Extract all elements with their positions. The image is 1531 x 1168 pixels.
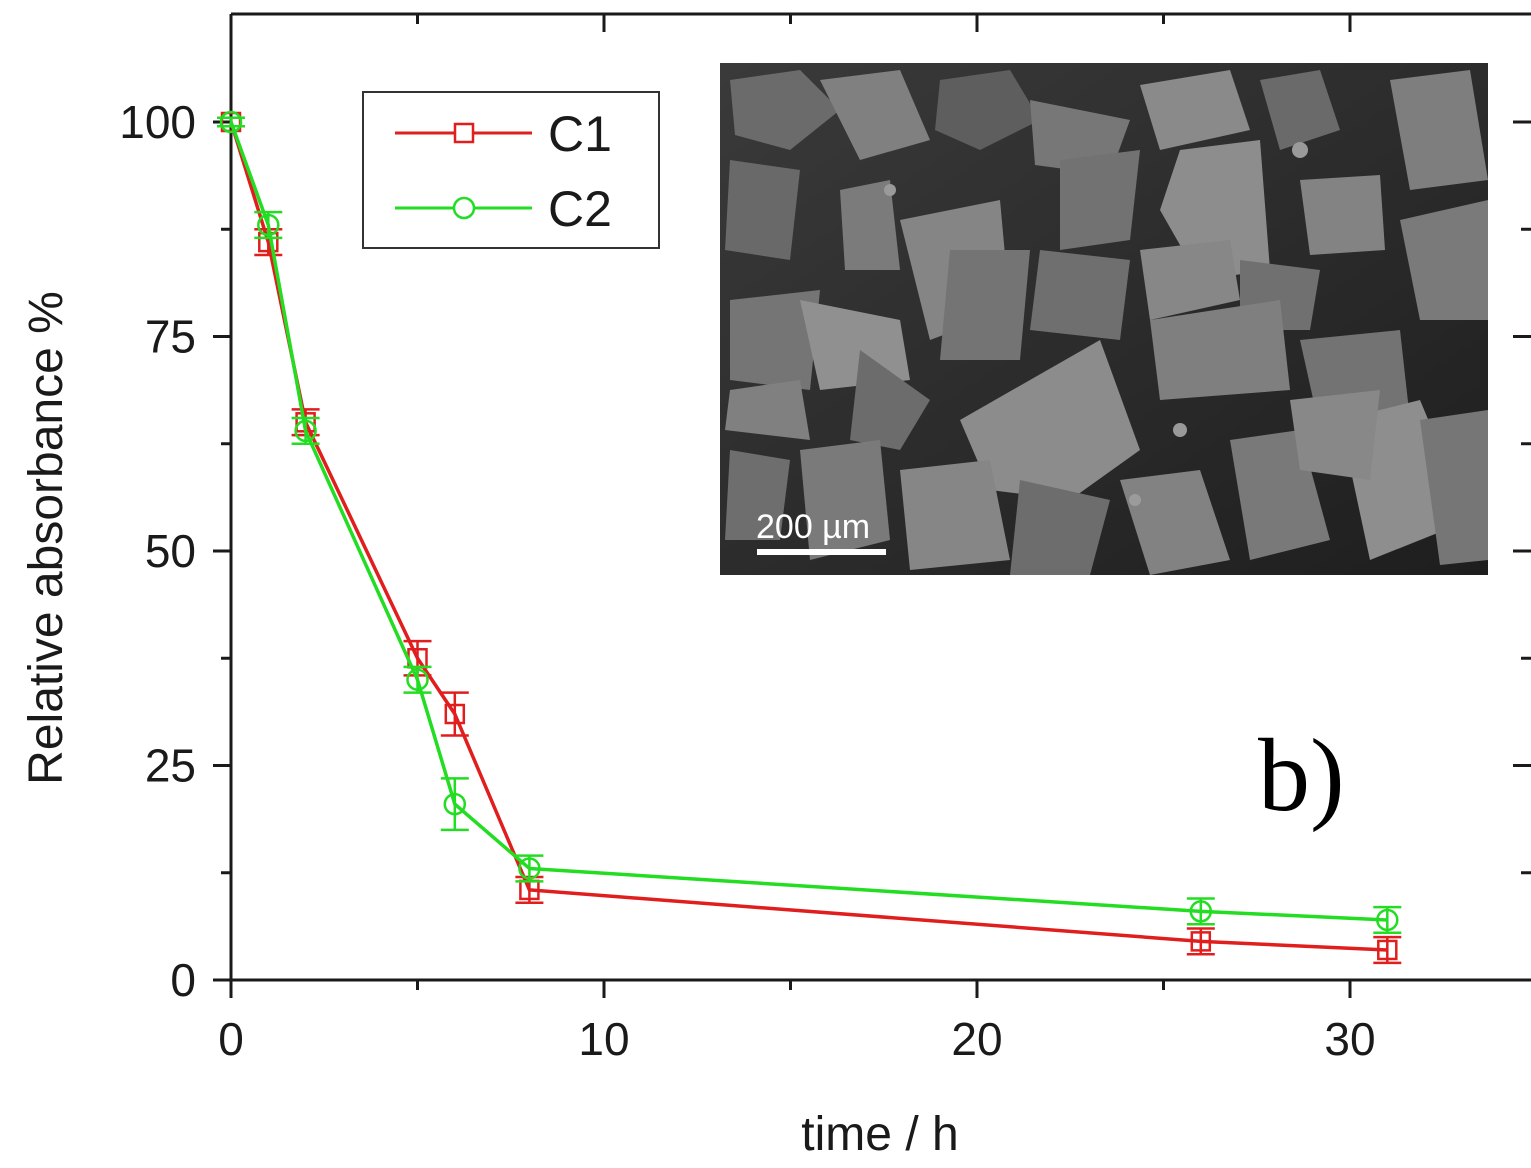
- data-point: [257, 213, 280, 237]
- series-line: [229, 121, 1388, 952]
- data-point: [1190, 931, 1212, 952]
- y-axis-title: Relative absorbance %: [20, 291, 73, 785]
- error-bar: [1186, 897, 1215, 926]
- series-layer: [217, 110, 1402, 965]
- x-tick-label: 10: [578, 1013, 629, 1065]
- data-point: [518, 857, 541, 880]
- x-tick-label: 0: [218, 1013, 244, 1065]
- data-point: [444, 703, 466, 725]
- legend-label-c2: C2: [548, 181, 612, 237]
- axis-ticks: [213, 14, 1531, 998]
- error-bar: [291, 416, 320, 445]
- axis-tick-labels: 0 10 20 30 0 25 50 75 100: [119, 96, 1375, 1065]
- x-tick-label: 20: [951, 1013, 1002, 1065]
- data-point: [1376, 908, 1399, 932]
- legend-box: [362, 91, 660, 249]
- y-tick-label: 75: [145, 311, 196, 363]
- scale-bar-label: 200 µm: [756, 508, 870, 546]
- series-line: [229, 121, 1388, 922]
- error-bar: [403, 665, 432, 694]
- legend-marker-c2: [452, 196, 476, 220]
- y-tick-label: 0: [170, 954, 196, 1006]
- legend: C1 C2: [362, 91, 660, 249]
- data-point: [406, 668, 429, 691]
- data-point: [1377, 939, 1398, 961]
- data-point: [1189, 900, 1213, 923]
- series-c2: [217, 110, 1402, 935]
- x-axis-title: time / h: [801, 1108, 958, 1161]
- y-tick-label: 25: [145, 740, 196, 792]
- y-tick-label: 100: [119, 96, 196, 148]
- error-bar: [515, 854, 544, 883]
- legend-marker-c1: [453, 122, 475, 144]
- sem-inset: 200 µm: [720, 63, 1488, 575]
- sem-micrograph-image: [725, 70, 1488, 575]
- legend-label-c1: C1: [548, 106, 612, 162]
- panel-label: b): [1258, 718, 1345, 833]
- error-bar: [254, 210, 283, 240]
- error-bar: [1373, 905, 1402, 935]
- data-point: [443, 792, 467, 816]
- data-point: [219, 110, 243, 134]
- y-tick-label: 50: [145, 525, 196, 577]
- plot-frame: [229, 12, 1531, 982]
- series-c1: [217, 111, 1402, 965]
- error-bar: [440, 777, 469, 832]
- x-tick-label: 30: [1324, 1013, 1375, 1065]
- error-bar: [440, 691, 469, 737]
- data-point: [294, 419, 317, 443]
